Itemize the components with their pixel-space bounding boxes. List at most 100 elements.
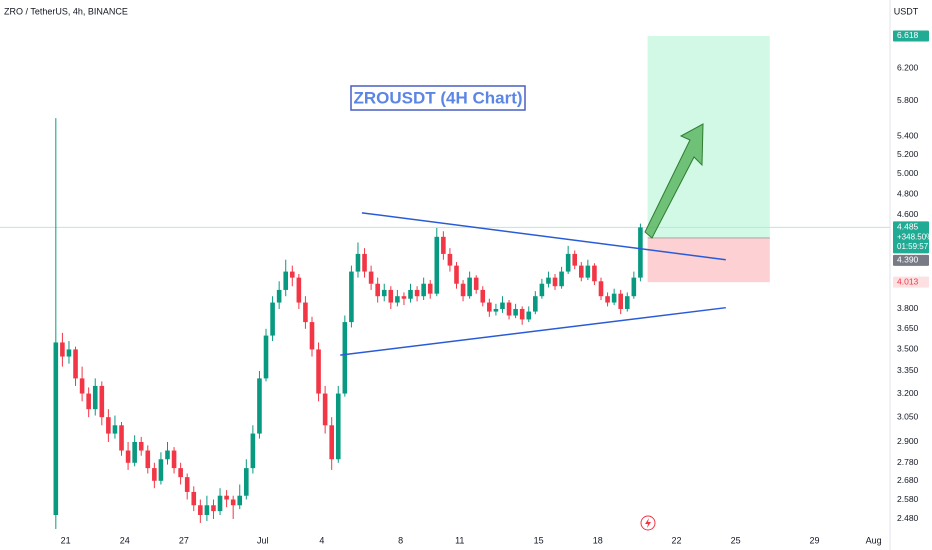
- candle-body: [355, 253, 361, 272]
- x-tick-label: 24: [120, 535, 130, 545]
- candle-body: [539, 283, 545, 297]
- candle-body: [171, 450, 177, 469]
- candle-body: [250, 433, 256, 469]
- candle-body: [519, 308, 525, 320]
- candle-body: [66, 349, 72, 357]
- candle-body: [578, 265, 584, 278]
- y-tick-label: 2.580: [897, 494, 919, 504]
- y-tick-label: 3.200: [897, 388, 919, 398]
- candle-body: [230, 499, 236, 506]
- candle-body: [493, 308, 499, 312]
- last-price-label: 4.485: [897, 222, 919, 232]
- candle-body: [289, 271, 295, 278]
- x-tick-label: 22: [672, 535, 682, 545]
- last-price-change: +348.50%: [897, 233, 932, 242]
- candle-body: [316, 349, 321, 394]
- candle-body: [303, 302, 308, 323]
- candle-body: [53, 342, 59, 516]
- candle-body: [500, 302, 505, 309]
- candle-body: [395, 296, 400, 303]
- y-tick-label: 5.400: [897, 130, 919, 140]
- candle-body: [559, 271, 564, 287]
- y-tick-label: 3.650: [897, 323, 919, 333]
- y-tick-label: 4.800: [897, 188, 919, 198]
- y-tick-label: 2.680: [897, 475, 919, 485]
- arrow: [644, 123, 704, 239]
- candle-body: [526, 311, 532, 320]
- candle-body: [454, 265, 459, 284]
- candle-body: [349, 271, 354, 323]
- candle-body: [99, 385, 105, 418]
- candle-body: [283, 271, 289, 290]
- stop-label-bg: [893, 276, 929, 288]
- candle-body: [408, 289, 413, 299]
- x-tick-label: Aug: [866, 535, 882, 545]
- target-label-bg: [893, 30, 929, 42]
- candle-body: [368, 271, 374, 284]
- candle-body: [73, 349, 78, 379]
- candle-body: [138, 441, 144, 451]
- candle-body: [342, 322, 348, 394]
- candle-body: [624, 296, 630, 309]
- candle-body: [112, 425, 118, 434]
- candle-body: [533, 296, 538, 312]
- countdown: 01:59:57: [897, 242, 929, 251]
- x-tick-label: Jul: [257, 535, 269, 545]
- candle-body: [421, 283, 426, 297]
- candle-body: [244, 468, 249, 496]
- candle-body: [335, 393, 341, 460]
- candle-body: [60, 342, 65, 357]
- x-tick-label: 21: [61, 535, 71, 545]
- x-tick-label: 25: [731, 535, 741, 545]
- candle-body: [106, 417, 111, 434]
- candle-body: [427, 283, 433, 294]
- candle-body: [401, 296, 407, 299]
- x-tick-label: 27: [179, 535, 189, 545]
- candle-body: [296, 277, 302, 303]
- candle-body: [414, 289, 420, 297]
- candle-body: [506, 302, 512, 316]
- candle-body: [638, 227, 643, 278]
- candle-body: [460, 283, 466, 297]
- candle-body: [92, 385, 98, 410]
- y-tick-label: 6.200: [897, 62, 919, 72]
- candle-body: [322, 393, 328, 426]
- candle-body: [375, 283, 380, 297]
- trendline: [361, 212, 726, 261]
- candle-body: [598, 281, 604, 297]
- stop-zone: [647, 237, 770, 283]
- candle-body: [572, 253, 578, 266]
- x-tick-label: 15: [534, 535, 544, 545]
- candle-body: [552, 277, 558, 287]
- candle-body: [447, 253, 453, 266]
- title-box: [350, 85, 526, 111]
- candle-body: [217, 495, 223, 512]
- candle-body: [381, 289, 387, 297]
- y-tick-label: 2.480: [897, 513, 919, 523]
- candle-body: [487, 302, 492, 312]
- y-tick-label: 3.350: [897, 365, 919, 375]
- candle-body: [441, 236, 446, 254]
- y-tick-label: 5.200: [897, 149, 919, 159]
- chart-title: ZROUSDT (4H Chart): [353, 88, 522, 107]
- y-tick-label: 3.500: [897, 344, 919, 354]
- candle-body: [79, 378, 85, 394]
- candle-body: [618, 293, 623, 309]
- candle-body: [480, 289, 486, 303]
- candle-body: [362, 253, 367, 272]
- candle-body: [119, 425, 124, 451]
- candle-body: [86, 393, 91, 410]
- last-price-bg: [893, 221, 929, 254]
- y-tick-label: 5.800: [897, 95, 919, 105]
- currency: USDT: [894, 6, 919, 16]
- candle-body: [184, 477, 190, 492]
- candle-body: [309, 322, 315, 350]
- candle-body: [585, 265, 591, 278]
- candle-body: [152, 468, 157, 481]
- candle-body: [257, 378, 262, 434]
- candle-body: [211, 505, 216, 512]
- y-tick-label: 3.050: [897, 411, 919, 421]
- x-tick-label: 8: [398, 535, 403, 545]
